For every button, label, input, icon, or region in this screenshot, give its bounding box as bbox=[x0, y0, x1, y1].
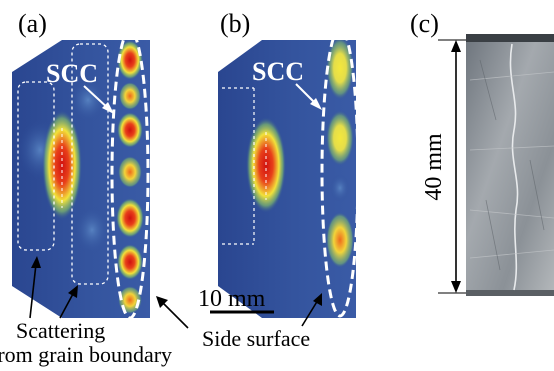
panel-a-heatmap bbox=[18, 40, 144, 314]
side-surface-arrow-left bbox=[161, 301, 189, 329]
panel-b-scc-spot-2 bbox=[326, 110, 354, 166]
panel-a-scc-arrowhead bbox=[102, 102, 114, 114]
panel-b-scc-spot-1 bbox=[326, 40, 354, 100]
panel-b-scc-ellipse bbox=[320, 26, 360, 318]
panel-c-label: (c) bbox=[410, 9, 439, 38]
side-surface-arrowhead-left bbox=[156, 296, 168, 308]
panel-a-scc-spot-6 bbox=[117, 244, 143, 280]
panel-c-dim-arrowhead-top bbox=[451, 40, 461, 52]
scattering-arrow-left bbox=[29, 263, 37, 319]
scattering-label-line2: from grain boundary bbox=[0, 342, 172, 367]
panel-c-dim-label: 40 mm bbox=[421, 133, 447, 201]
panel-c-crack-line bbox=[509, 43, 519, 291]
panel-a-scc-label: SCC bbox=[46, 59, 98, 88]
panel-b-scc-label: SCC bbox=[252, 57, 304, 86]
scattering-arrow-right bbox=[59, 291, 75, 319]
scattering-label-line1: Scattering bbox=[16, 318, 105, 343]
panel-b-scc-spot-3 bbox=[330, 174, 350, 202]
panel-a-label: (a) bbox=[18, 9, 47, 38]
panel-a-scc-spot-3 bbox=[117, 112, 143, 148]
panel-a-dim-arrowhead-top bbox=[179, 44, 189, 56]
scale-bar-label: 10 mm bbox=[198, 286, 266, 312]
panel-a-scc-ellipse bbox=[110, 28, 150, 320]
panel-a-dim-label: 40 mm bbox=[171, 133, 197, 201]
panel-b-dim-label: 40 mm bbox=[377, 133, 403, 201]
panel-a: 40 mm SCC (a) bbox=[12, 9, 210, 320]
panel-c-photo-top-edge bbox=[466, 34, 554, 42]
panel-a-scc-spot-5 bbox=[116, 198, 144, 238]
panel-c-photo-bottom-edge bbox=[466, 290, 554, 296]
panel-b-scc-arrowhead bbox=[310, 98, 322, 110]
scattering-arrowhead-right bbox=[68, 285, 78, 298]
panel-b-dim-arrowhead-bottom bbox=[385, 278, 395, 290]
panel-c-photo bbox=[466, 40, 554, 294]
side-surface-label: Side surface bbox=[202, 326, 310, 351]
panel-a-dashed-box-mid bbox=[71, 43, 109, 285]
panel-b-label: (b) bbox=[220, 9, 250, 38]
side-surface-arrowhead-right bbox=[313, 293, 322, 306]
panel-b: 40 mm SCC (b) bbox=[218, 9, 410, 318]
bottom-annotations: 10 mm Scattering from grain boundary Sid… bbox=[0, 256, 322, 367]
panel-a-dim-arrowhead-bottom bbox=[179, 278, 189, 290]
panel-a-scc-spot-2 bbox=[119, 82, 141, 110]
panel-a-faint-spot-2 bbox=[70, 78, 106, 122]
panel-c-texture-2 bbox=[479, 59, 545, 271]
scattering-arrowhead-left bbox=[31, 256, 41, 268]
side-surface-arrow-right bbox=[301, 299, 319, 327]
panel-a-scc-spot-1 bbox=[117, 40, 143, 80]
panel-b-scc-spot-4 bbox=[326, 212, 354, 268]
panel-c: 40 mm (c) bbox=[410, 9, 554, 296]
panel-a-scc-spot-4 bbox=[118, 156, 142, 188]
panel-c-texture-1 bbox=[469, 71, 554, 259]
panel-b-dim-arrowhead-top bbox=[385, 44, 395, 56]
panel-a-dashed-box-left bbox=[17, 81, 55, 251]
panel-a-faint-spot-3 bbox=[74, 206, 110, 254]
panel-c-dim-arrowhead-bottom bbox=[451, 281, 461, 293]
